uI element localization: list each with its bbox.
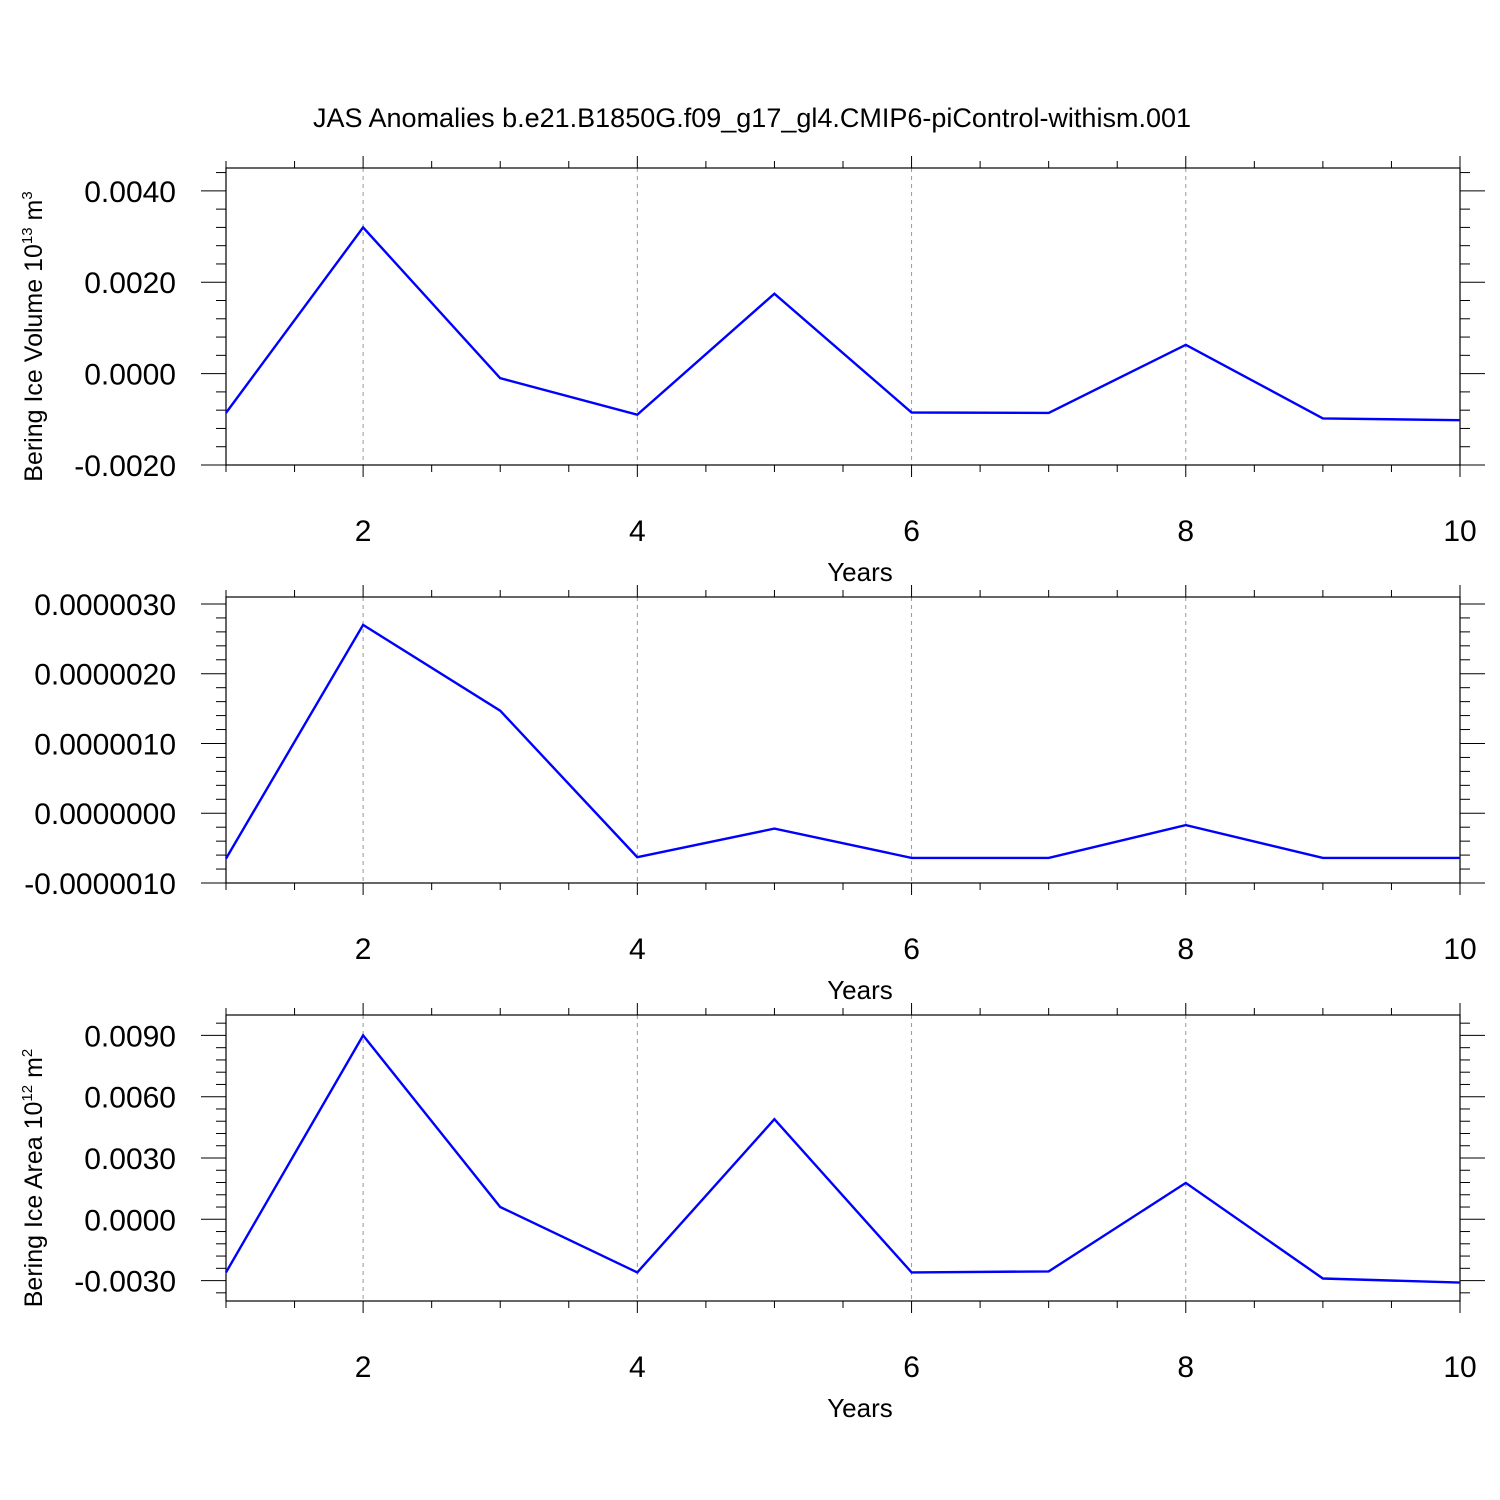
x-tick-label: 8 (1177, 515, 1194, 548)
x-axis-label: Years (827, 1393, 893, 1423)
x-axis-label: Years (827, 975, 893, 1005)
y-axis-label-unit-exponent: 3 (19, 191, 36, 199)
y-tick-label: 0.0000030 (34, 589, 176, 622)
x-tick-label: 6 (903, 933, 920, 966)
x-tick-label: 2 (355, 1351, 372, 1384)
y-axis-label-exponent: 13 (19, 227, 36, 244)
x-axis-label: Years (827, 557, 893, 587)
plot-frame (225, 596, 1461, 884)
x-tick-label: 6 (903, 1351, 920, 1384)
y-axis-label-unit: m (20, 200, 48, 228)
plot-frame (225, 167, 1461, 466)
y-axis-label-unit-exponent: 2 (19, 1049, 36, 1057)
x-tick-label: 4 (629, 933, 646, 966)
y-axis-label-text: Bering Ice Volume 10 (20, 244, 48, 482)
x-tick-label: 6 (903, 515, 920, 548)
figure-title: JAS Anomalies b.e21.B1850G.f09_g17_gl4.C… (313, 103, 1191, 133)
y-tick-label: 0.0020 (84, 267, 176, 300)
x-tick-label: 8 (1177, 933, 1194, 966)
series-line (225, 225, 1461, 422)
y-tick-label: 0.0060 (84, 1082, 176, 1115)
y-tick-label: 0.0000000 (34, 798, 176, 831)
y-axis-label: Bering Ice Area 1012 m2 (19, 1049, 48, 1308)
y-tick-label: 0.0090 (84, 1020, 176, 1053)
y-axis-label-text: Bering Ice Area 10 (20, 1102, 48, 1308)
y-tick-label: -0.0030 (74, 1266, 176, 1299)
chart-panel-2: 2 4 6 8 10 -0.0000010 0.0000000 0.0000010 0.0000… (24, 585, 1485, 1005)
series-line (224, 623, 1460, 860)
y-tick-label: 0.0000 (84, 359, 176, 392)
y-tick-label: 0.0000010 (34, 728, 176, 761)
y-axis-label-unit: m (20, 1057, 48, 1085)
x-tick-label: 4 (629, 515, 646, 548)
series-line (224, 1033, 1461, 1284)
y-tick-label: 0.0000020 (34, 659, 176, 692)
panels: 2 4 6 8 10 -0.0020 0.0000 0.0020 0.0040 Years Beri… (19, 156, 1485, 1423)
x-tick-label: 10 (1443, 515, 1476, 548)
y-axis-label: Bering Ice Volume 1013 m3 (19, 191, 48, 481)
x-tick-label: 8 (1177, 1351, 1194, 1384)
x-tick-label: 4 (629, 1351, 646, 1384)
x-tick-label: 10 (1443, 1351, 1476, 1384)
chart-panel-3: 2 4 6 8 10 -0.0030 0.0000 0.0030 0.0060 0.0090 Yea… (19, 1003, 1485, 1423)
y-tick-label: -0.0020 (74, 450, 176, 483)
x-tick-label: 2 (355, 933, 372, 966)
y-tick-label: 0.0000 (84, 1204, 176, 1237)
chart-panel-1: 2 4 6 8 10 -0.0020 0.0000 0.0020 0.0040 Years Beri… (19, 156, 1485, 587)
x-tick-label: 2 (355, 515, 372, 548)
y-tick-label: -0.0000010 (24, 868, 176, 901)
y-tick-label: 0.0030 (84, 1143, 176, 1176)
plot-frame (225, 1014, 1461, 1302)
y-axis-label-exponent: 12 (19, 1085, 36, 1102)
x-tick-label: 10 (1443, 933, 1476, 966)
y-tick-label: 0.0040 (84, 176, 176, 209)
